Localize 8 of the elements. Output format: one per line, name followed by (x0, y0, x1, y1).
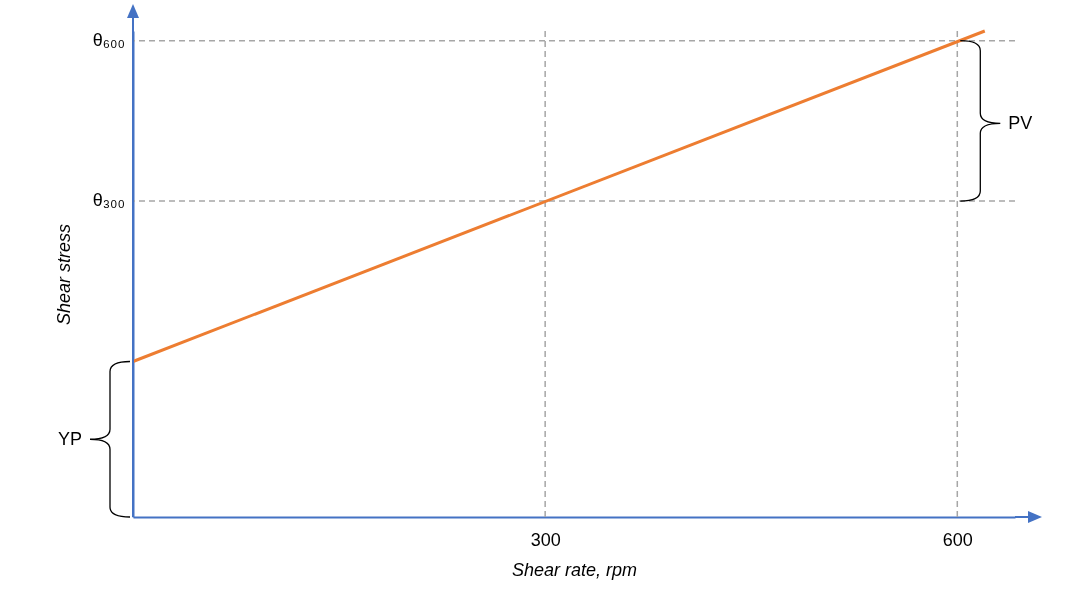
ref-line-label: θ₆₀₀ (92, 29, 125, 50)
x-axis-title: Shear rate, rpm (511, 559, 638, 580)
text: YP (57, 429, 82, 450)
ref-line-label: θ₃₀₀ (92, 190, 125, 211)
x-tick-label: 300 (530, 529, 561, 550)
y-axis-title: Shear stress (53, 223, 74, 326)
x-tick-label: 600 (942, 529, 973, 550)
annotation: PV (1008, 113, 1033, 134)
